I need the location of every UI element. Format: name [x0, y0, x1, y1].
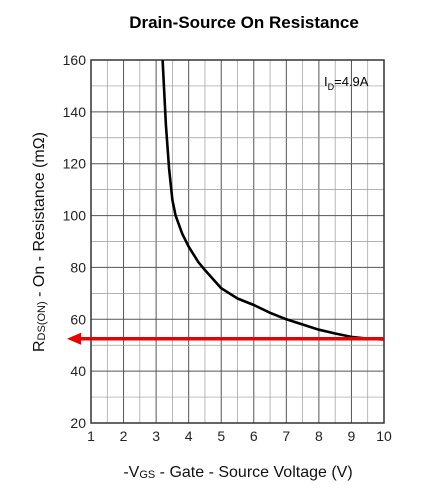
- plot-frame: [90, 59, 385, 424]
- y-tick-label: 160: [63, 52, 87, 68]
- y-tick-label: 80: [70, 259, 86, 275]
- y-tick-label: 20: [70, 415, 86, 431]
- tick-labels: 1 2 3 4 5 6 7 8 9 10 20 40 60 80 100 120 140 160: [63, 52, 392, 444]
- x-tick-label: 6: [250, 428, 258, 444]
- x-tick-label: 4: [185, 428, 193, 444]
- series-group: [161, 59, 385, 341]
- x-axis-label: -VGS - Gate - Source Voltage (V): [123, 464, 352, 481]
- current-annotation: ID=4.9A: [324, 74, 369, 92]
- x-tick-label: 1: [87, 428, 95, 444]
- x-tick-label: 8: [315, 428, 323, 444]
- x-tick-label: 10: [376, 428, 392, 444]
- x-tick-label: 5: [217, 428, 225, 444]
- chart-grid: [90, 59, 385, 424]
- y-tick-label: 100: [63, 208, 87, 224]
- y-tick-label: 120: [63, 156, 87, 172]
- y-tick-label: 60: [70, 311, 86, 327]
- y-tick-label: 140: [63, 104, 87, 120]
- chart-title: Drain-Source On Resistance: [129, 13, 359, 32]
- y-axis-label: RDS(ON) - On - Resistance (mΩ): [31, 132, 48, 352]
- x-tick-label: 9: [348, 428, 356, 444]
- x-tick-label: 3: [152, 428, 160, 444]
- reference-arrow: [67, 332, 384, 345]
- series-line: [161, 59, 385, 341]
- x-tick-label: 2: [120, 428, 128, 444]
- y-tick-label: 40: [70, 363, 86, 379]
- x-tick-label: 7: [282, 428, 290, 444]
- arrow-head: [67, 332, 81, 345]
